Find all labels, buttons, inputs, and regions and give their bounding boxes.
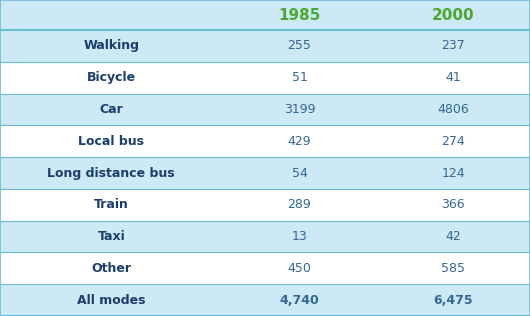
Bar (0, 62, 530, 94)
Text: All modes: All modes (77, 294, 146, 307)
Text: Long distance bus: Long distance bus (48, 167, 175, 179)
Bar (0, 157, 530, 189)
Bar (0, 30, 530, 62)
Text: Local bus: Local bus (78, 135, 144, 148)
Text: 274: 274 (441, 135, 465, 148)
Text: 6,475: 6,475 (434, 294, 473, 307)
Text: 429: 429 (288, 135, 311, 148)
Bar (0, 94, 530, 125)
Text: Bicycle: Bicycle (87, 71, 136, 84)
Bar (0, 0, 530, 30)
Text: 237: 237 (441, 40, 465, 52)
Text: Taxi: Taxi (98, 230, 125, 243)
Text: 51: 51 (292, 71, 307, 84)
Bar (0, 125, 530, 157)
Text: 42: 42 (445, 230, 461, 243)
Text: Train: Train (94, 198, 129, 211)
Text: 41: 41 (445, 71, 461, 84)
Text: Other: Other (91, 262, 131, 275)
Text: 4806: 4806 (437, 103, 469, 116)
Text: 585: 585 (441, 262, 465, 275)
Text: 124: 124 (441, 167, 465, 179)
Text: 450: 450 (287, 262, 312, 275)
Text: 54: 54 (292, 167, 307, 179)
Text: 289: 289 (288, 198, 311, 211)
Bar (0, 284, 530, 316)
Bar (0, 221, 530, 252)
Text: 3199: 3199 (284, 103, 315, 116)
Text: 255: 255 (287, 40, 312, 52)
Text: Car: Car (100, 103, 123, 116)
Text: 1985: 1985 (278, 8, 321, 22)
Text: 2000: 2000 (432, 8, 474, 22)
Text: Walking: Walking (83, 40, 139, 52)
Bar (0, 189, 530, 221)
Text: 366: 366 (441, 198, 465, 211)
Text: 4,740: 4,740 (280, 294, 319, 307)
Bar (0, 252, 530, 284)
Text: 13: 13 (292, 230, 307, 243)
